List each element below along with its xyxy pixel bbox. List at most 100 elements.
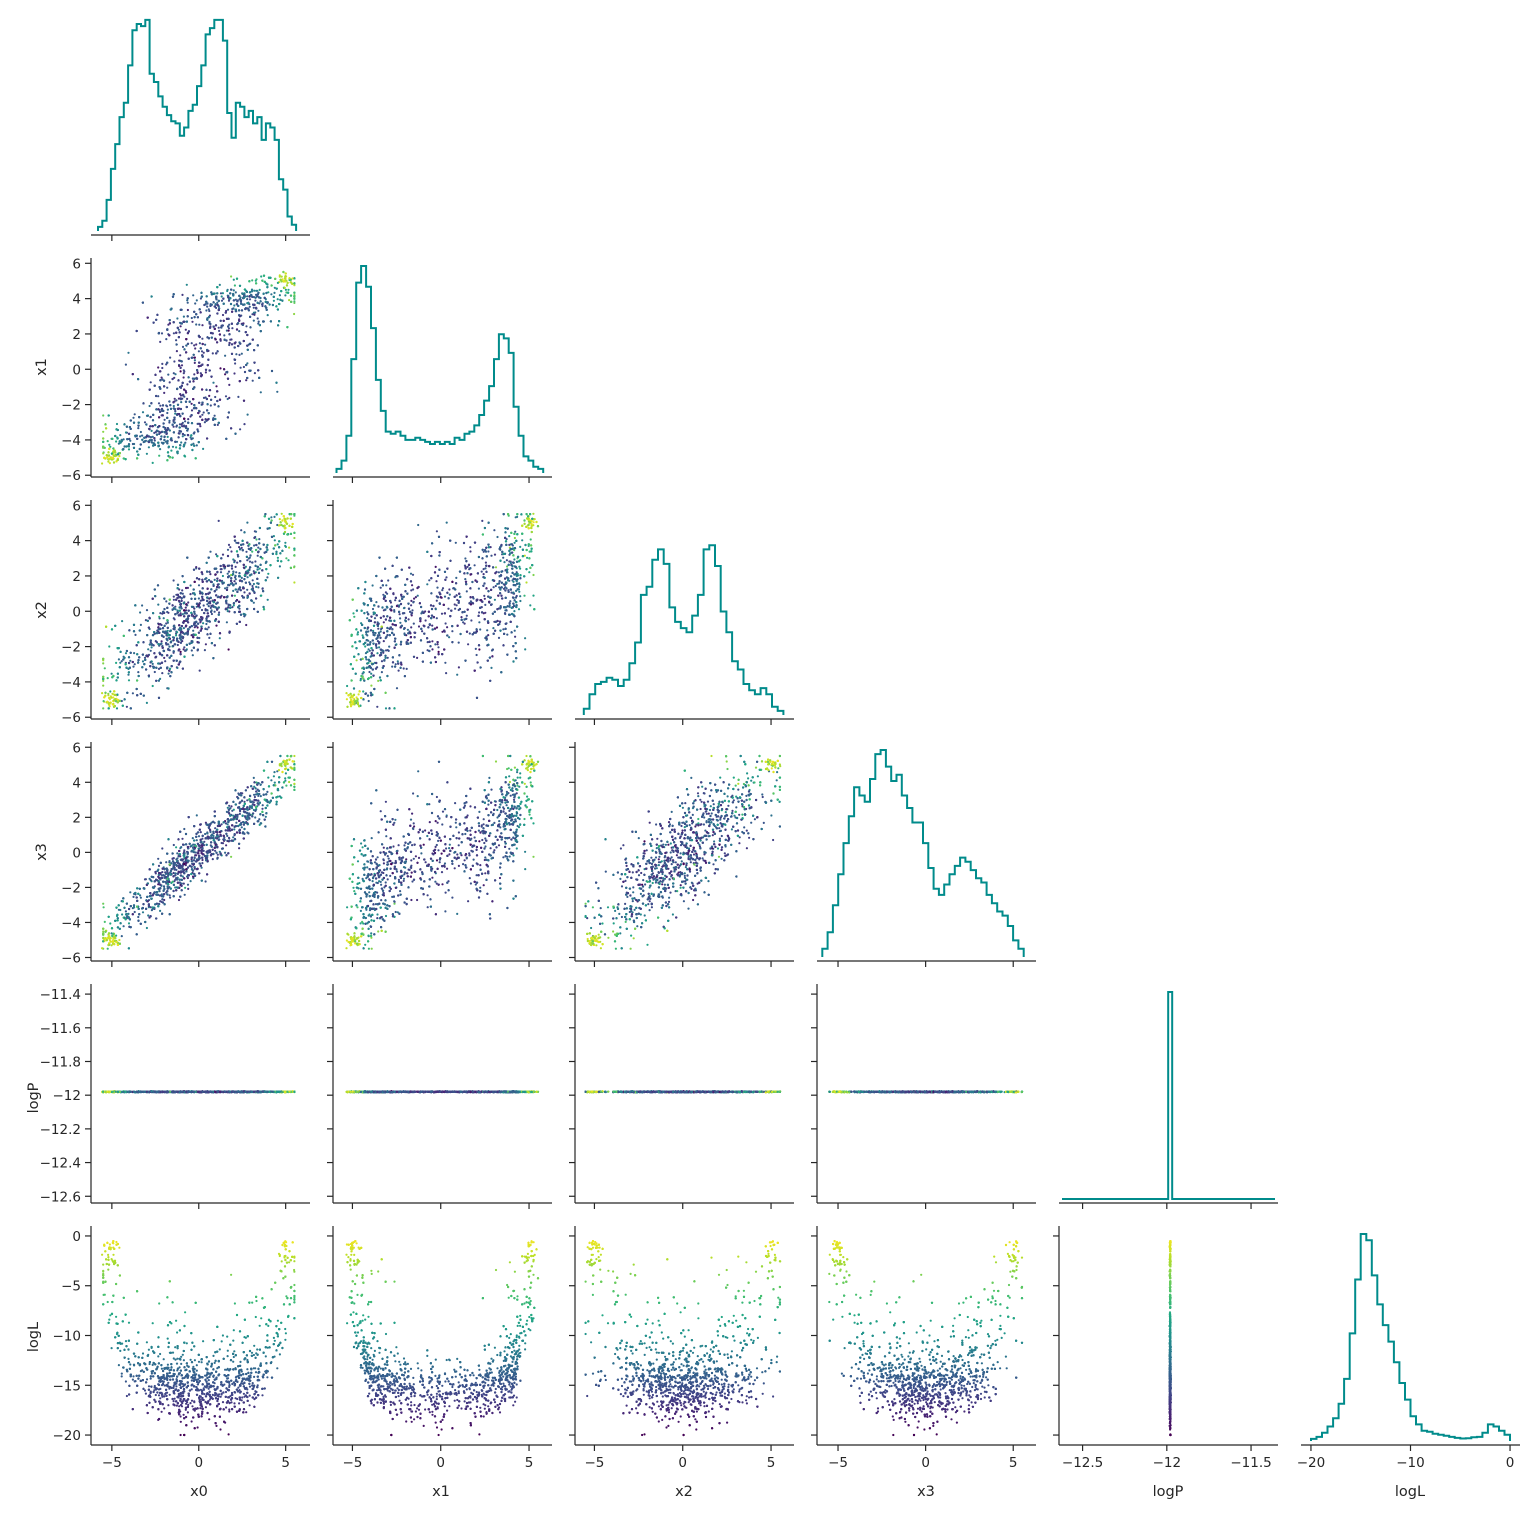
point [134,435,136,437]
point [178,360,180,362]
point [108,707,110,709]
point [244,371,246,373]
point [172,604,174,606]
point [249,557,251,559]
point [247,576,249,578]
point [166,459,168,461]
y-tick-label: 0 [72,362,81,378]
point [212,352,214,354]
point [291,526,293,528]
point [181,294,183,296]
panel-x1-vs-x1 [333,266,552,483]
point [187,434,189,436]
point [144,659,146,661]
point [257,323,259,325]
point [194,316,196,318]
point [166,442,168,444]
point [151,441,153,443]
point [176,343,178,345]
point [242,549,244,551]
point [129,660,131,662]
point [228,544,230,546]
point [246,608,248,610]
point [197,626,199,628]
point [244,308,246,310]
point [169,381,171,383]
point [229,631,231,633]
point [159,341,161,343]
point [173,579,175,581]
point [270,320,272,322]
point [185,603,187,605]
point [205,369,207,371]
point [170,655,172,657]
point [195,323,197,325]
point [225,312,227,314]
point [167,409,169,411]
point [227,309,229,311]
point [215,352,217,354]
point [273,547,275,549]
point [169,634,171,636]
point [230,303,232,305]
point [264,513,266,515]
point [185,587,187,589]
point [238,295,240,297]
point [117,673,119,675]
point [138,422,140,424]
point [238,330,240,332]
point [267,301,269,303]
point [127,445,129,447]
point [172,401,174,403]
point [213,326,215,328]
point [245,582,247,584]
point [141,604,143,606]
point [227,555,229,557]
point [216,580,218,582]
point [181,364,183,366]
point [183,389,185,391]
point [193,647,195,649]
point [187,297,189,299]
point [111,453,113,455]
point [218,621,220,623]
point [222,314,224,316]
point [234,362,236,364]
point [285,272,287,274]
point [144,421,146,423]
point [174,643,176,645]
point [197,412,199,414]
point [115,662,117,664]
point [215,385,217,387]
point [173,625,175,627]
point [116,707,118,709]
point [266,286,268,288]
point [229,339,231,341]
point [176,317,178,319]
point [195,621,197,623]
point [150,416,152,418]
point [207,364,209,366]
point [141,435,143,437]
point [249,561,251,563]
point [180,401,182,403]
point [230,289,232,291]
point [253,314,255,316]
point [209,601,211,603]
point [161,672,163,674]
point [108,645,110,647]
point [244,574,246,576]
point [211,613,213,615]
point [181,589,183,591]
point [252,339,254,341]
point [231,323,233,325]
point [218,611,220,613]
point [196,444,198,446]
point [219,333,221,335]
point [293,282,295,284]
point [255,531,257,533]
point [183,609,185,611]
point [202,581,204,583]
point [182,413,184,415]
